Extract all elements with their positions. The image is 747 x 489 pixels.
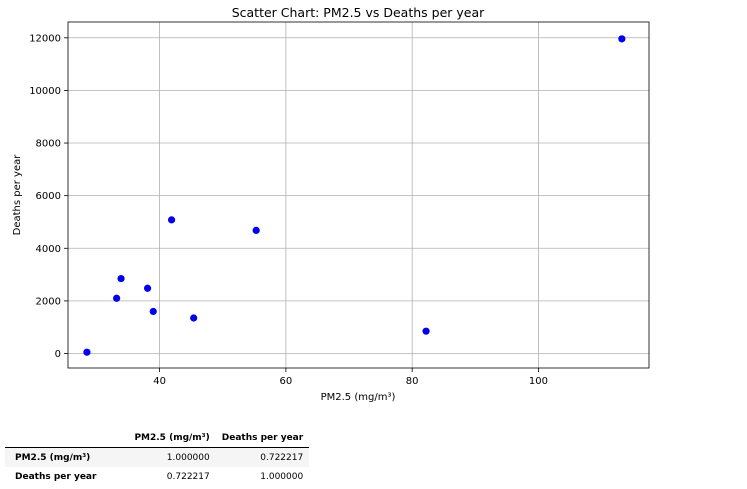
table-cell: 0.722217 [166, 471, 210, 482]
y-tick-label: 0 [55, 349, 61, 360]
scatter-point [167, 216, 176, 224]
table-corner-cell [5, 428, 129, 448]
y-tick-label: 10000 [29, 86, 61, 97]
chart-title: Scatter Chart: PM2.5 vs Deaths per year [232, 5, 485, 20]
scatter-point [252, 226, 260, 234]
y-axis-label: Deaths per year [12, 154, 23, 236]
y-tick-label: 6000 [36, 191, 61, 202]
table-row: PM2.5 (mg/m³) 1.000000 0.722217 [5, 447, 310, 467]
scatter-point [422, 327, 430, 335]
row-label-pm25: PM2.5 (mg/m³) [15, 452, 91, 463]
x-tick-label: 60 [280, 376, 293, 387]
scatter-point [83, 348, 91, 356]
correlation-table: PM2.5 (mg/m³) Deaths per year PM2.5 (mg/… [5, 428, 310, 486]
x-tick-label: 100 [529, 376, 548, 387]
y-tick-label: 12000 [29, 33, 61, 44]
row-label-deaths: Deaths per year [15, 471, 97, 482]
table-cell: 1.000000 [166, 452, 210, 463]
scatter-point [113, 294, 121, 302]
data-points [83, 35, 626, 356]
table-header-row: PM2.5 (mg/m³) Deaths per year [5, 428, 310, 448]
plot-area-frame [67, 21, 650, 369]
grid-lines [68, 22, 649, 368]
x-axis-ticks: 40 60 80 100 [153, 368, 548, 387]
scatter-chart: Scatter Chart: PM2.5 vs Deaths per year … [12, 5, 650, 403]
scatter-point [117, 274, 125, 283]
table-cell: 0.722217 [260, 452, 304, 463]
scatter-point [190, 314, 198, 322]
y-tick-label: 8000 [36, 139, 61, 150]
x-tick-label: 40 [153, 376, 166, 387]
column-header-deaths: Deaths per year [215, 428, 310, 448]
table-row: Deaths per year 0.722217 1.000000 [5, 467, 309, 486]
scatter-point [618, 35, 626, 43]
scatter-point [143, 284, 152, 292]
y-axis-ticks: 0 2000 4000 6000 8000 10000 12000 [29, 33, 68, 360]
x-axis-label: PM2.5 (mg/m³) [321, 392, 396, 403]
table-cell: 1.000000 [260, 471, 304, 482]
scatter-point [149, 307, 157, 316]
y-tick-label: 4000 [36, 244, 61, 255]
x-tick-label: 80 [406, 376, 419, 387]
column-header-pm25: PM2.5 (mg/m³) [128, 428, 216, 448]
y-tick-label: 2000 [36, 296, 61, 307]
